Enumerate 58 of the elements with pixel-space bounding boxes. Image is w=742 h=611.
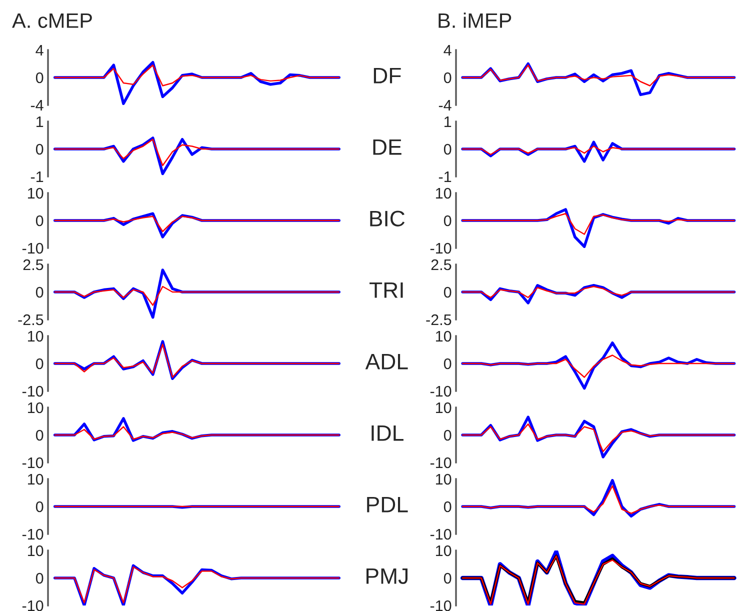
y-tick-label: -2.5 — [426, 314, 452, 326]
y-tick-label: 0 — [444, 72, 452, 84]
y-tick-label: 2.5 — [23, 259, 44, 270]
y-tick-label: -10 — [430, 242, 452, 254]
y-tick-label: -10 — [22, 600, 44, 611]
y-axis-title: ADL — [365, 354, 408, 370]
y-axis-title: TRI — [370, 282, 403, 298]
y-tick-label: 0 — [444, 501, 452, 512]
y-tick-label: 0 — [36, 72, 44, 84]
y-tick-label: 1 — [444, 116, 452, 128]
y-tick-label: -10 — [430, 386, 452, 397]
y-axis-title: BIC — [370, 210, 405, 226]
y-tick-label: -2.5 — [18, 314, 44, 326]
y-tick-label: 1 — [36, 116, 44, 128]
y-tick-label: -4 — [30, 100, 44, 111]
chart-title: A. cMEP — [12, 13, 92, 28]
y-axis-title: DE — [373, 139, 402, 155]
y-tick-label: -10 — [22, 528, 44, 540]
y-tick-label: 10 — [28, 545, 44, 556]
y-tick-label: 0 — [36, 286, 44, 298]
y-tick-label: -10 — [22, 386, 44, 397]
y-tick-label: 10 — [436, 188, 452, 199]
y-tick-label: -10 — [430, 528, 452, 540]
y-tick-label: 4 — [444, 45, 452, 56]
y-tick-label: 0 — [444, 144, 452, 155]
y-tick-label: -10 — [22, 457, 44, 468]
y-tick-label: 10 — [436, 474, 452, 485]
y-tick-label: -1 — [30, 172, 44, 182]
y-tick-label: 10 — [436, 402, 452, 414]
y-tick-label: 10 — [28, 188, 44, 199]
y-tick-label: 0 — [36, 144, 44, 155]
y-tick-label: 0 — [444, 572, 452, 584]
y-tick-label: 10 — [436, 545, 452, 556]
y-tick-label: 4 — [36, 45, 44, 56]
y-tick-label: 0 — [444, 215, 452, 226]
y-axis-title: PDL — [367, 496, 408, 512]
y-tick-label: 0 — [444, 358, 452, 370]
y-axis-title: PMJ — [366, 568, 408, 584]
y-tick-label: 0 — [444, 286, 452, 298]
y-tick-label: -10 — [430, 457, 452, 468]
y-tick-label: 0 — [36, 501, 44, 512]
y-tick-label: 0 — [36, 358, 44, 370]
y-tick-label: -4 — [438, 100, 452, 111]
y-tick-label: -10 — [22, 242, 44, 254]
y-tick-label: 2.5 — [431, 259, 452, 270]
y-tick-label: 0 — [36, 215, 44, 226]
chart-title: B. iMEP — [438, 12, 512, 28]
y-tick-label: 10 — [28, 474, 44, 485]
y-tick-label: 10 — [28, 330, 44, 342]
y-tick-label: 10 — [28, 402, 44, 414]
y-tick-label: 0 — [36, 572, 44, 584]
y-tick-label: 10 — [436, 330, 452, 342]
y-tick-label: -10 — [430, 600, 452, 611]
y-tick-label: 0 — [36, 430, 44, 441]
y-tick-label: -1 — [438, 172, 452, 182]
y-axis-title: IDL — [372, 425, 404, 441]
y-axis-title: DF — [374, 68, 401, 84]
y-tick-label: 0 — [444, 430, 452, 441]
